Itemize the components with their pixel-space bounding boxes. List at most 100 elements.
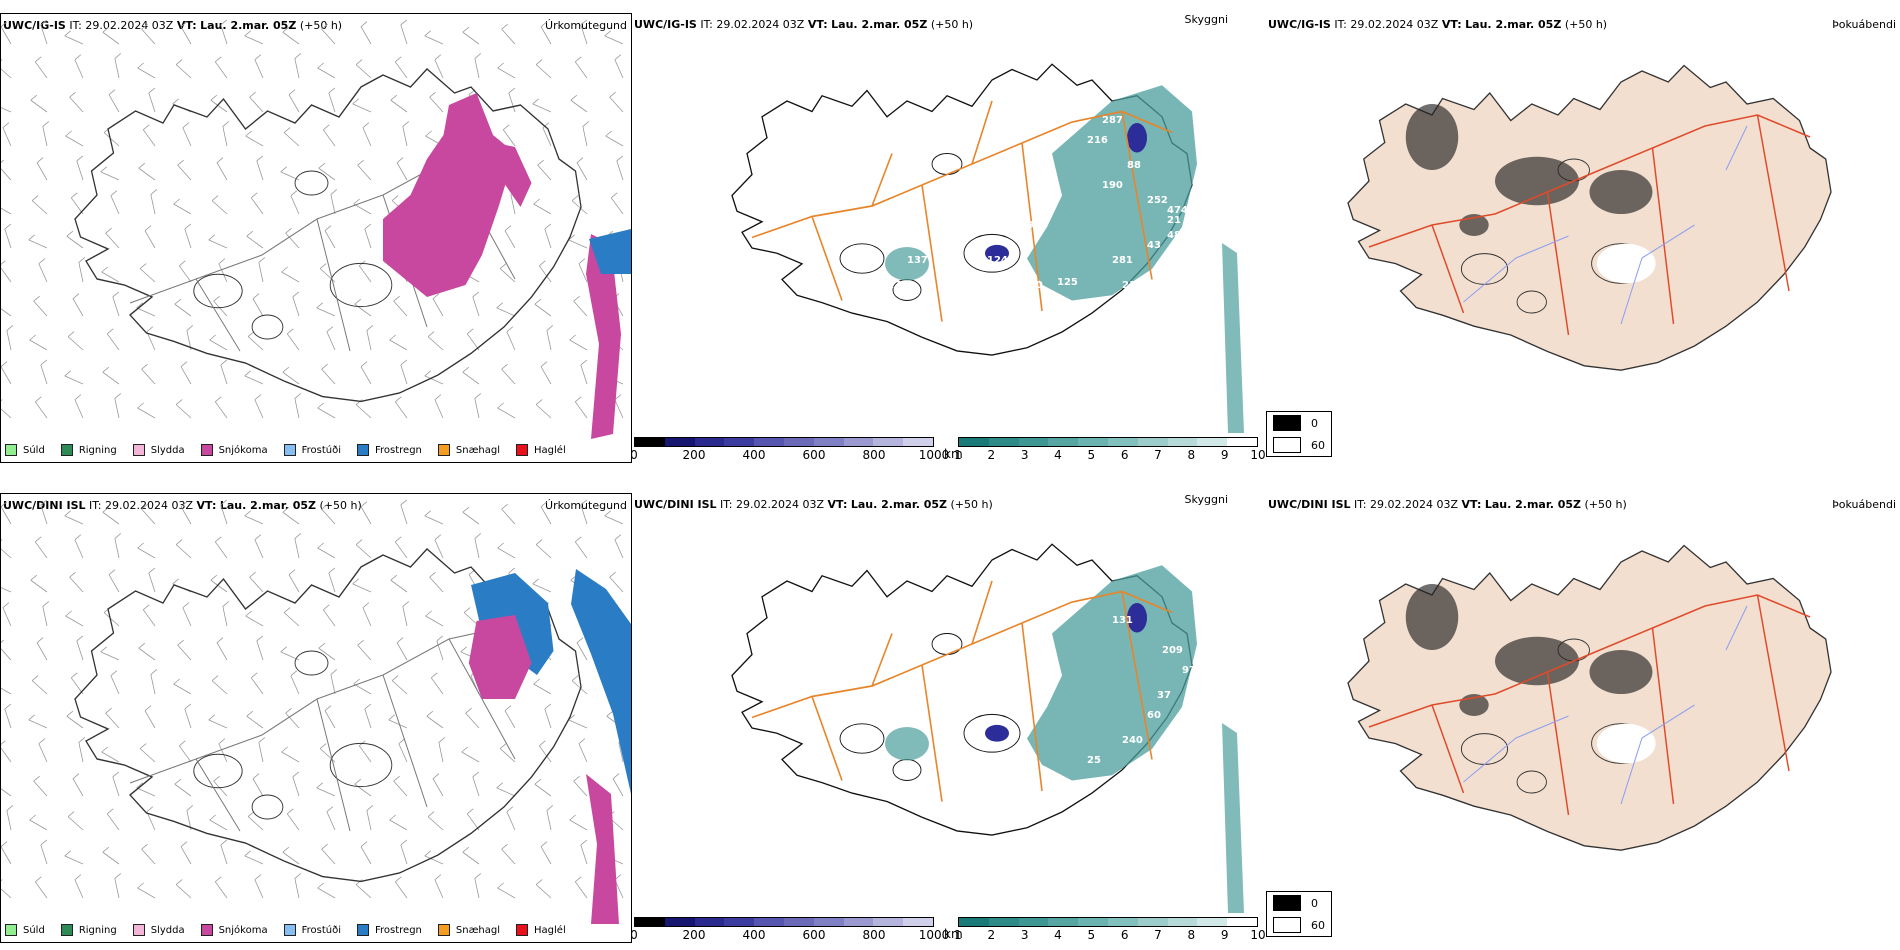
vt-value: Lau. 2.mar. 05Z [831,18,928,31]
glacier-outline [963,713,1021,753]
wind-barb [36,162,48,181]
wind-barb [474,58,480,79]
wind-barb-flag [504,705,512,711]
wind-barb-flag [318,642,326,649]
wind-barb [78,742,84,763]
wind-barb [497,887,516,899]
wind-barb-flag [214,876,222,883]
wind-barb-flag [574,536,582,543]
wind-barb [245,135,264,147]
wind-barb-flag [66,230,74,237]
fog-legend-item: 0 [1267,412,1331,434]
wind-barb [114,878,120,899]
wind-barb-flag [580,359,588,366]
wind-barb [580,504,588,525]
wind-barb-flag [33,295,40,302]
wind-barb [294,58,300,79]
wind-barb [400,364,408,385]
wind-barb [574,881,588,899]
glacier-outline [839,243,885,274]
wind-barb-flag [316,302,323,309]
wind-barb [534,303,552,317]
wind-barb-flag [324,225,332,231]
wind-barb-flag [180,21,188,27]
roads [1368,114,1811,336]
wind-barb-flag [576,157,584,163]
wind-barb-flag [142,604,150,611]
wind-barb-flag [466,808,474,815]
wind-barb-flag [137,882,144,889]
wind-barb [254,539,264,559]
wind-barb-flag [137,62,144,69]
wind-barb [40,504,48,525]
fog-high-area [1405,104,1459,170]
wind-barb [112,776,120,797]
wind-barb [546,810,552,831]
wind-barb [424,375,444,385]
wind-barb-flag [294,53,302,59]
wind-barb-flag [506,326,514,333]
wind-barb-flag [362,602,370,609]
wind-barb [103,612,120,627]
wind-barb [496,787,516,797]
wind-barb-flag [285,227,292,234]
wind-barb [38,263,48,283]
wind-barb-flag [209,814,216,821]
it-label: IT: [700,18,713,31]
wind-barb-flag [353,678,360,685]
wind-barb-flag [463,607,471,613]
wind-barb [474,398,480,419]
wind-barb [216,162,228,181]
wind-barb [258,742,264,763]
wind-barb-flag [402,121,410,127]
wind-barb-flag [38,738,46,745]
wind-barb [6,330,12,351]
wind-barb [282,371,300,385]
wind-barb [396,642,408,661]
wind-barb-flag [178,260,186,267]
wind-barb [462,511,480,525]
colorbar-step [959,918,989,926]
wind-barb [533,683,552,695]
wind-barb-flag [330,669,338,675]
wind-barb [321,368,336,385]
legend-label: 60 [1311,438,1325,452]
wind-barb [462,851,480,865]
wind-barb-flag [33,775,40,782]
iceland-land [74,548,582,883]
wind-barb [535,64,552,79]
wind-barb-flag [1,361,8,367]
wind-barb-flag [247,331,255,337]
colorbar-tick-label: 1 [954,448,962,462]
wind-barb [254,399,264,419]
wind-barb-flag [208,234,215,241]
wind-barb [66,715,84,729]
wind-barb-flag [501,843,508,850]
wind-barb-flag [180,501,188,507]
wind-barb-flag [172,98,179,105]
wind-barb-flag [28,234,35,241]
wind-barb [364,708,372,729]
wind-barb [142,609,156,627]
wind-barb [574,541,588,559]
wind-barb [360,506,372,525]
wind-barb [250,677,264,695]
wind-barb [427,816,444,831]
wind-barb-flag [36,157,44,163]
iceland-coastline [1347,544,1832,851]
wind-barb [64,855,84,865]
ceiling-value-label: 08 [1017,270,1031,281]
it-label: IT: [1334,18,1347,31]
lead-time: (+50 h) [930,18,974,31]
wind-barb [74,59,84,79]
glacier-outline [839,723,885,754]
vt-value: Lau. 2.mar. 05Z [850,498,947,511]
wind-barb [429,96,444,113]
legend-swatch [132,444,145,456]
colorbar-step [694,438,725,446]
model-name: UWC/IG-IS [634,18,697,31]
wind-barb-flag [508,567,516,574]
colorbar-tick-label: 0 [632,928,638,942]
wind-barb [1,687,12,695]
wind-barb [42,606,48,627]
